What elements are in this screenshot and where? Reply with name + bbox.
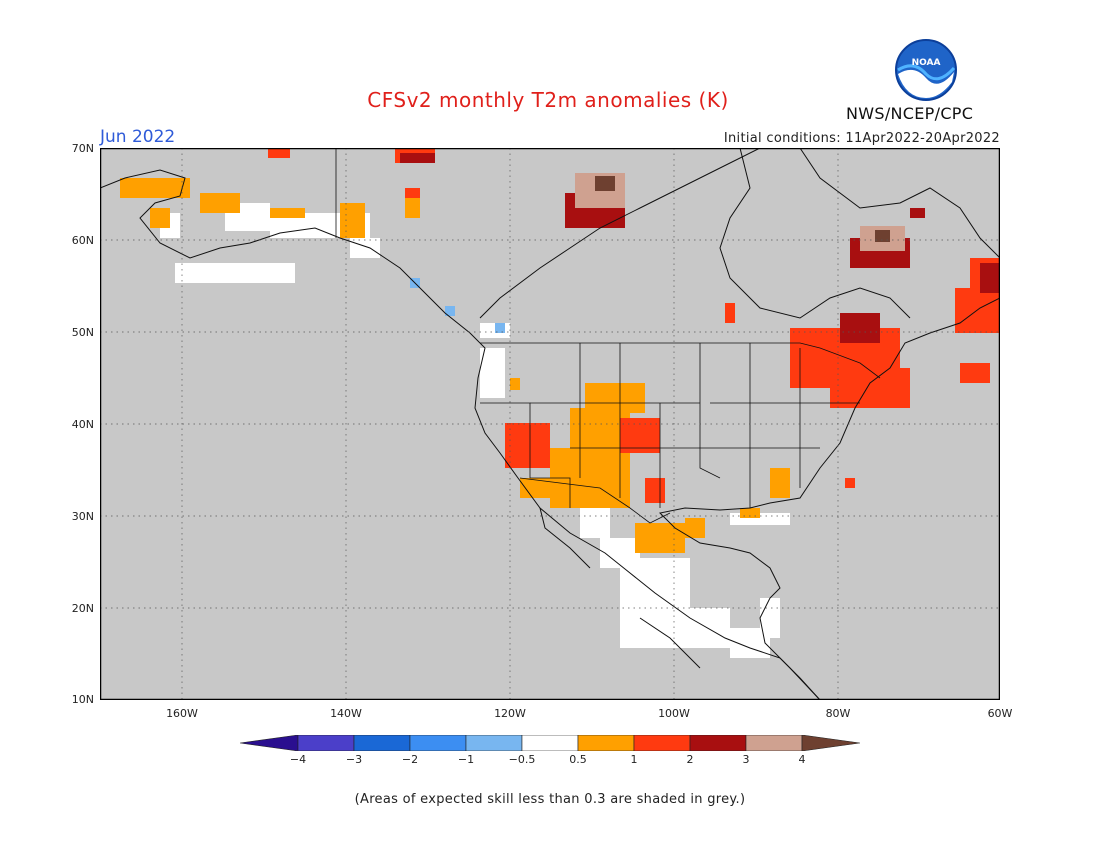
lon-label-140w: 140W: [330, 707, 362, 720]
skill-footnote: (Areas of expected skill less than 0.3 a…: [354, 792, 746, 807]
political-borders: [335, 148, 881, 524]
noaa-logo: NOAA: [895, 39, 957, 101]
lon-label-60w: 60W: [987, 707, 1013, 720]
colorbar-tick-label: −1: [457, 753, 475, 766]
lat-label-70n: 70N: [71, 142, 94, 155]
colorbar-segment: [297, 735, 355, 751]
colorbar-tick-label: −3: [345, 753, 363, 766]
lon-label-160w: 160W: [166, 707, 198, 720]
colorbar: [240, 735, 860, 751]
colorbar-segment-highest: [801, 735, 860, 751]
colorbar-segment: [465, 735, 523, 751]
colorbar-segment: [521, 735, 579, 751]
colorbar-segment: [577, 735, 635, 751]
colorbar-segment: [689, 735, 747, 751]
lat-label-30n: 30N: [71, 510, 94, 523]
lon-label-100w: 100W: [658, 707, 690, 720]
lon-label-120w: 120W: [494, 707, 526, 720]
colorbar-tick-label: −2: [401, 753, 419, 766]
agency-label: NWS/NCEP/CPC: [846, 104, 974, 123]
colorbar-segment-lowest: [240, 735, 299, 751]
colorbar-tick-label: −0.5: [508, 753, 536, 766]
anomaly-map: [100, 148, 1000, 700]
colorbar-segment: [409, 735, 467, 751]
lat-label-60n: 60N: [71, 234, 94, 247]
lat-lon-grid: [100, 148, 1000, 700]
coastlines: [100, 148, 1000, 700]
colorbar-tick-label: 2: [686, 753, 694, 766]
forecast-month: Jun 2022: [100, 127, 176, 147]
svg-text:NOAA: NOAA: [912, 58, 941, 68]
colorbar-tick-label: 1: [630, 753, 638, 766]
lat-label-40n: 40N: [71, 418, 94, 431]
colorbar-segment: [633, 735, 691, 751]
colorbar-tick-label: 0.5: [569, 753, 587, 766]
lat-label-10n: 10N: [71, 693, 94, 706]
initial-conditions: Initial conditions: 11Apr2022-20Apr2022: [723, 131, 1000, 146]
colorbar-tick-label: 3: [742, 753, 750, 766]
colorbar-tick-label: −4: [289, 753, 307, 766]
lon-label-80w: 80W: [825, 707, 851, 720]
colorbar-segment: [353, 735, 411, 751]
lat-label-50n: 50N: [71, 326, 94, 339]
colorbar-segment: [745, 735, 803, 751]
colorbar-tick-label: 4: [798, 753, 806, 766]
anomaly-above-4: [595, 176, 890, 242]
chart-title: CFSv2 monthly T2m anomalies (K): [367, 88, 729, 112]
lat-label-20n: 20N: [71, 602, 94, 615]
